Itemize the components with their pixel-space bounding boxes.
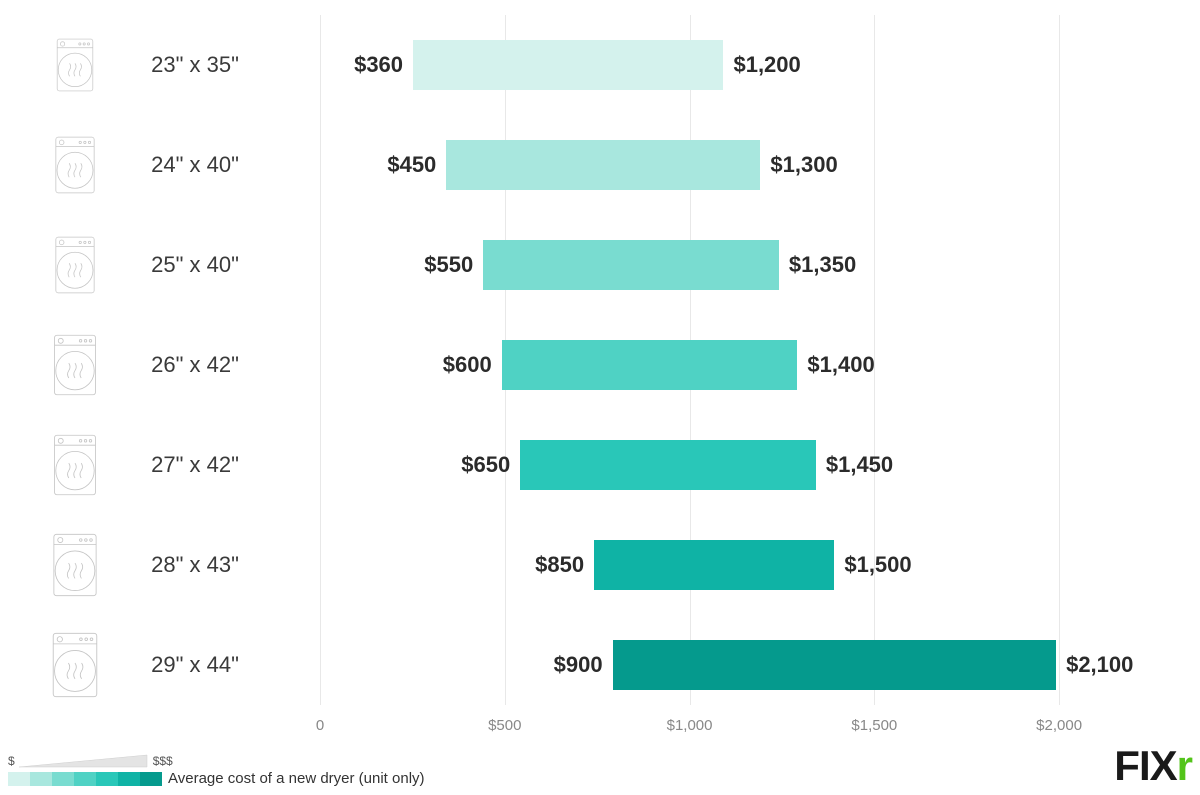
icon-cell [40,434,110,496]
size-label: 28" x 43" [110,552,280,578]
dryer-icon [54,136,96,194]
high-value-label: $1,500 [844,552,911,578]
fixr-logo: FIXr [1114,745,1192,787]
range-bar [594,540,834,590]
price-high-symbol: $$$ [153,754,173,768]
low-value-label: $360 [354,52,403,78]
low-value-label: $900 [554,652,603,678]
axis-tick-label: $2,000 [1036,717,1082,734]
dryer-icon [51,434,99,496]
high-value-label: $2,100 [1066,652,1133,678]
bar-zone: $850 $1,500 [280,515,1170,615]
bar-zone: $360 $1,200 [280,15,1170,115]
low-value-label: $450 [387,152,436,178]
logo-r: r [1177,742,1192,789]
high-value-label: $1,450 [826,452,893,478]
swatch [96,772,118,786]
high-value-label: $1,350 [789,252,856,278]
chart-row: 29" x 44" $900 $2,100 [40,615,1170,715]
size-label: 26" x 42" [110,352,280,378]
footer: $ $$$ Average cost of a new dryer (unit … [8,739,1192,787]
dryer-icon [53,236,97,294]
low-value-label: $550 [424,252,473,278]
axis-tick-label: $1,500 [851,717,897,734]
range-bar [446,140,760,190]
price-wedge-icon [19,754,149,768]
bar-zone: $600 $1,400 [280,315,1170,415]
icon-cell [40,236,110,294]
low-value-label: $850 [535,552,584,578]
bar-zone: $650 $1,450 [280,415,1170,515]
low-value-label: $600 [443,352,492,378]
dryer-icon [50,533,100,597]
bar-zone: $550 $1,350 [280,215,1170,315]
swatch [118,772,140,786]
axis-tick-label: $1,000 [667,717,713,734]
chart-row: 27" x 42" $650 $1,450 [40,415,1170,515]
size-label: 27" x 42" [110,452,280,478]
swatch [8,772,30,786]
chart-row: 28" x 43" $850 $1,500 [40,515,1170,615]
icon-cell [40,632,110,698]
chart-row: 25" x 40" $550 $1,350 [40,215,1170,315]
logo-fix: FIX [1114,742,1176,789]
gradient-swatches [8,772,162,786]
dryer-icon [55,38,95,92]
swatch [52,772,74,786]
icon-cell [40,136,110,194]
legend: $ $$$ Average cost of a new dryer (unit … [8,754,425,787]
range-bar [520,440,816,490]
chart-area: 23" x 35"$360$1,200 24" x 40"$450$1,300 … [40,15,1170,715]
size-label: 23" x 35" [110,52,280,78]
chart-row: 24" x 40" $450 $1,300 [40,115,1170,215]
axis-tick-label: $500 [488,717,521,734]
legend-gradient-row: Average cost of a new dryer (unit only) [8,770,425,787]
price-low-symbol: $ [8,754,15,768]
high-value-label: $1,200 [733,52,800,78]
chart-row: 26" x 42" $600 $1,400 [40,315,1170,415]
range-bar [483,240,779,290]
size-label: 29" x 44" [110,652,280,678]
price-scale-row: $ $$$ [8,754,425,768]
dryer-icon [52,334,98,396]
dryer-icon [49,632,101,698]
size-label: 25" x 40" [110,252,280,278]
icon-cell [40,38,110,92]
chart-row: 23" x 35" $360 $1,200 [40,15,1170,115]
axis-tick-label: 0 [316,717,324,734]
high-value-label: $1,300 [770,152,837,178]
icon-cell [40,334,110,396]
high-value-label: $1,400 [807,352,874,378]
icon-cell [40,533,110,597]
swatch [74,772,96,786]
bar-zone: $450 $1,300 [280,115,1170,215]
chart-rows: 23" x 35"$360$1,200 24" x 40"$450$1,300 … [40,15,1170,715]
swatch [140,772,162,786]
range-bar [413,40,723,90]
low-value-label: $650 [461,452,510,478]
range-bar [502,340,798,390]
size-label: 24" x 40" [110,152,280,178]
legend-text: Average cost of a new dryer (unit only) [168,770,425,787]
bar-zone: $900 $2,100 [280,615,1170,715]
range-bar [613,640,1056,690]
swatch [30,772,52,786]
